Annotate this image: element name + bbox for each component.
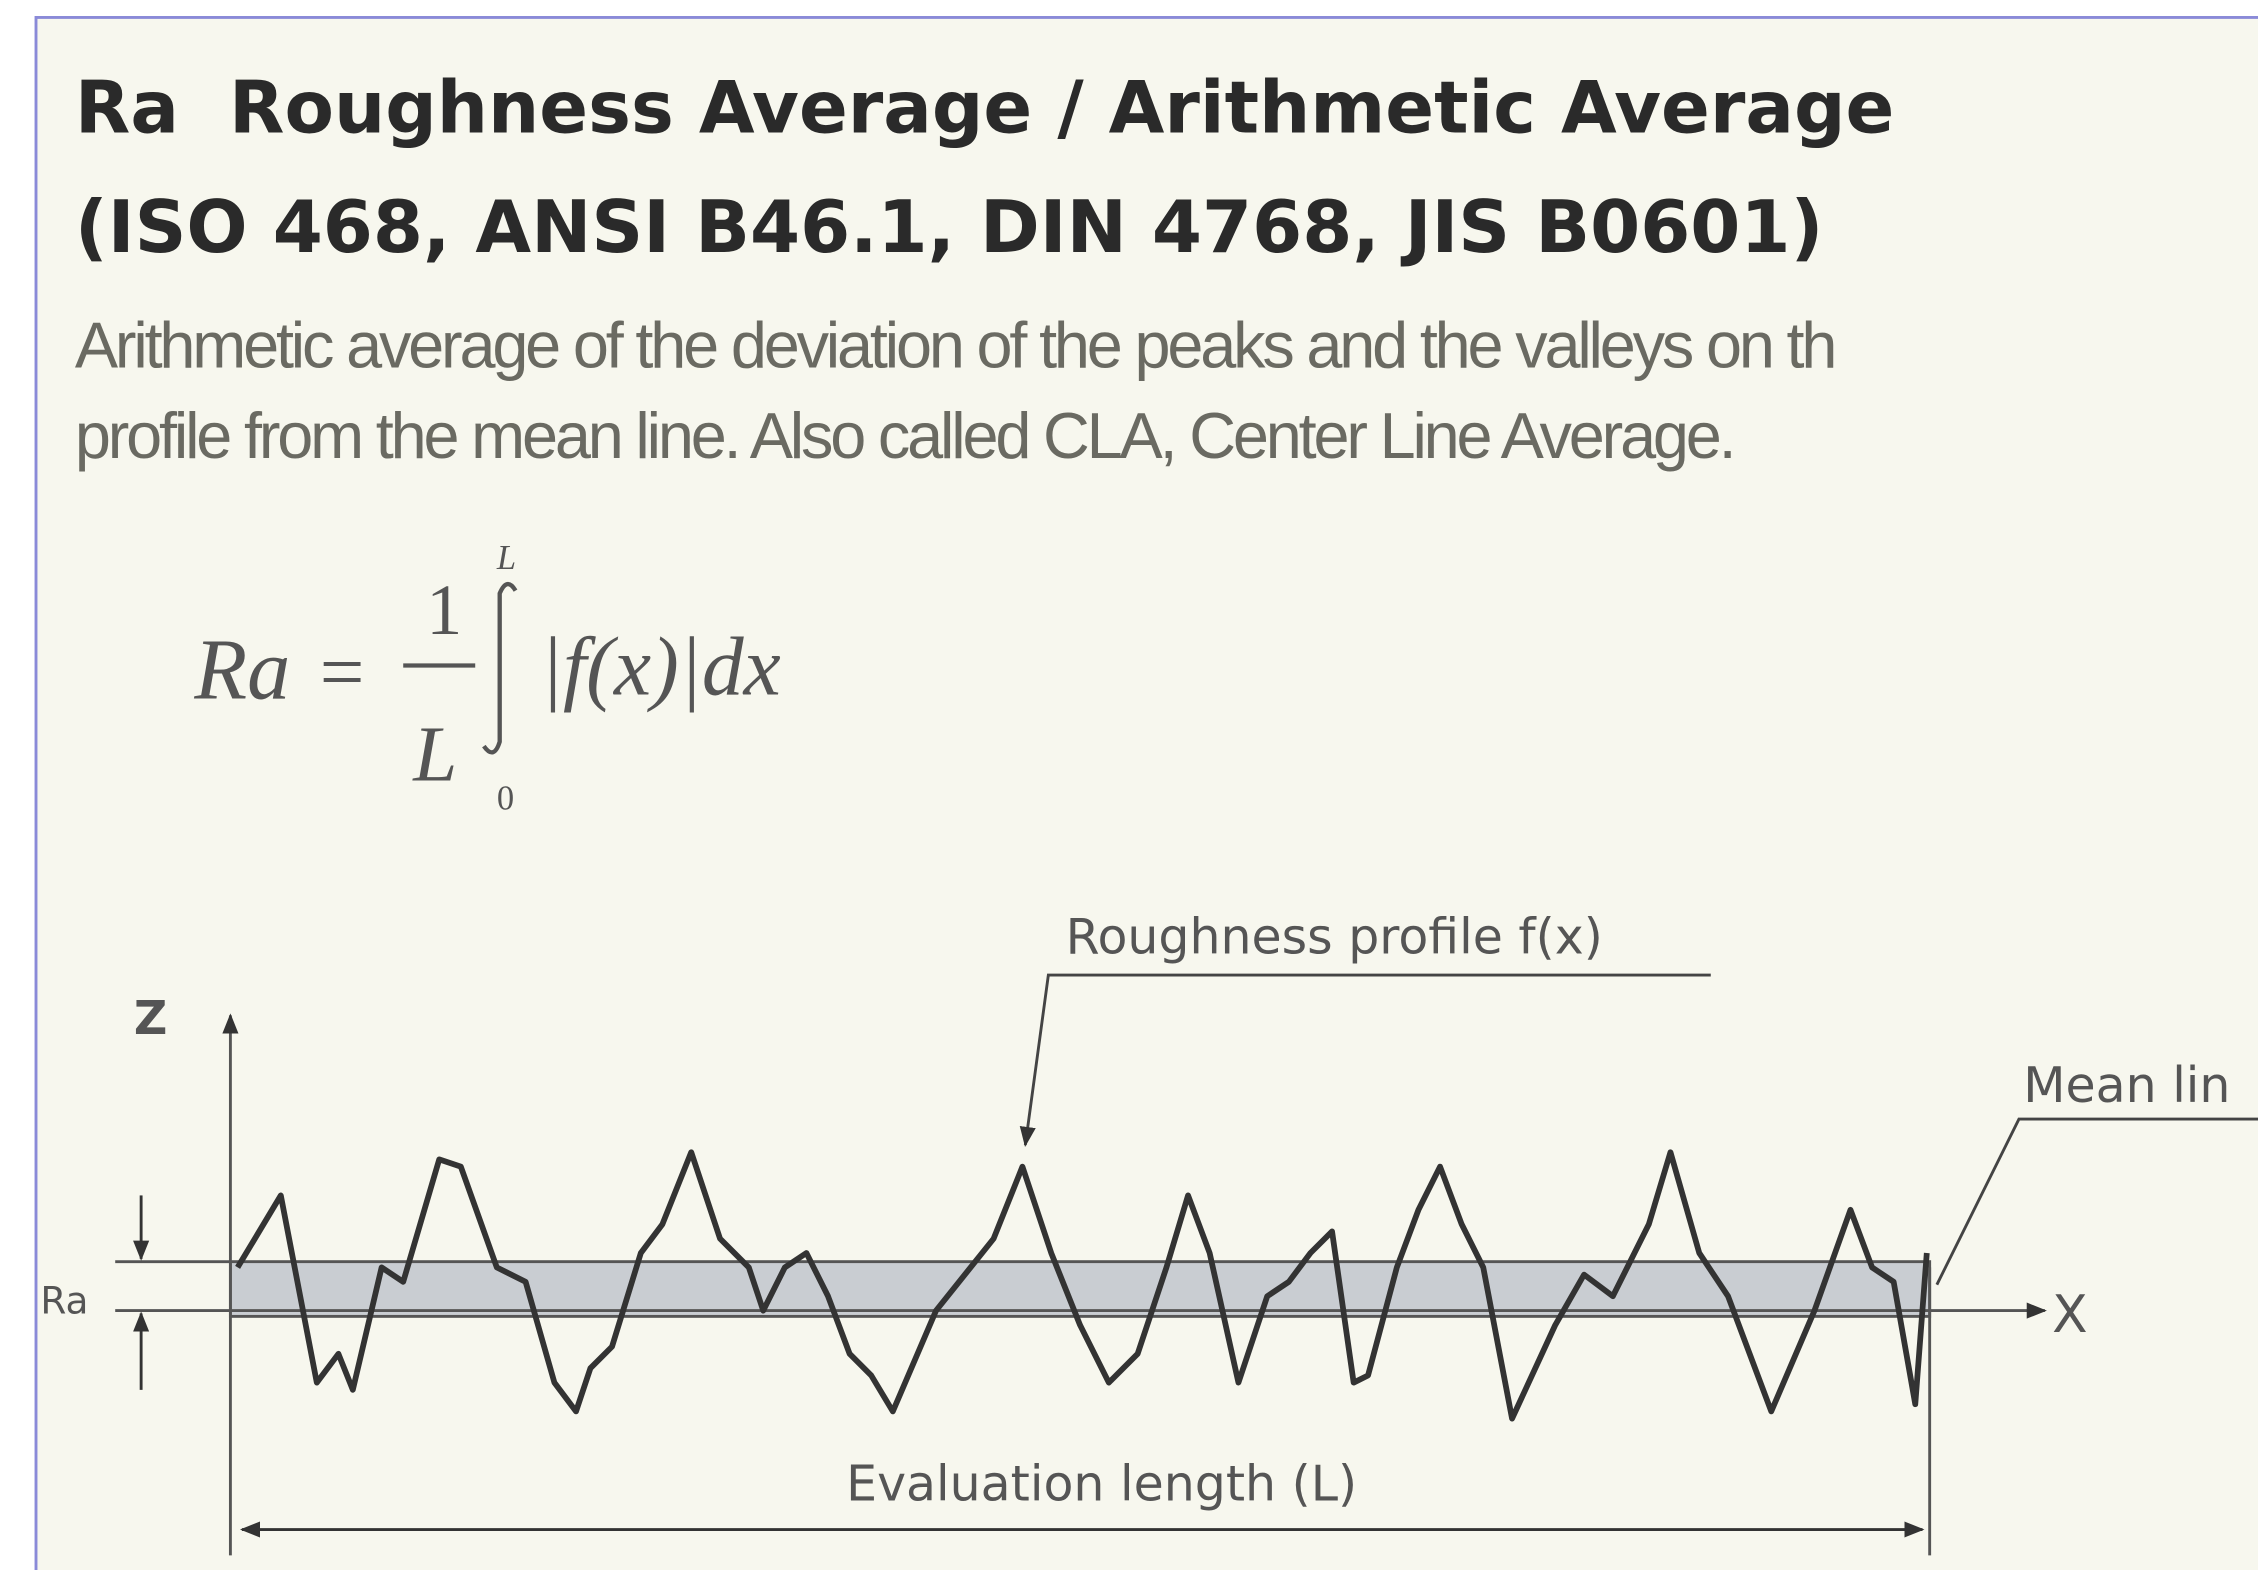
- x-label: X: [2052, 1285, 2088, 1345]
- formula-lhs: Ra: [193, 622, 290, 718]
- formula-equals: =: [320, 629, 365, 717]
- diagram: Evaluation length (L) Roughness profile …: [40, 908, 2258, 1556]
- length-label: Evaluation length (L): [846, 1456, 1357, 1513]
- profile-leader: [1019, 973, 1711, 1148]
- formula-denominator: L: [412, 711, 457, 799]
- mean-line-label: Mean lin: [2023, 1057, 2230, 1114]
- formula: Ra = 1 L L 0 |f(x)|dx: [193, 539, 780, 817]
- description-line: profile from the mean line. Also called …: [75, 399, 1734, 472]
- description-line: Arithmetic average of the deviation of t…: [75, 308, 1834, 381]
- formula-upper: L: [496, 539, 516, 577]
- formula-numerator: 1: [426, 570, 462, 650]
- ra-band: [228, 1260, 1932, 1318]
- title: Ra Roughness Average / Arithmetic Averag…: [75, 66, 1894, 150]
- standards: (ISO 468, ANSI B46.1, DIN 4768, JIS B060…: [75, 185, 1824, 269]
- roughness-profile: [235, 1149, 1930, 1422]
- z-label: Z: [134, 991, 167, 1045]
- formula-lower: 0: [497, 779, 514, 817]
- integral-sign: [482, 581, 518, 755]
- formula-integrand: |f(x)|dx: [540, 621, 781, 713]
- mean-leader: [1935, 1117, 2258, 1286]
- ra-label: Ra: [40, 1278, 88, 1322]
- profile-label: Roughness profile f(x): [1066, 908, 1603, 965]
